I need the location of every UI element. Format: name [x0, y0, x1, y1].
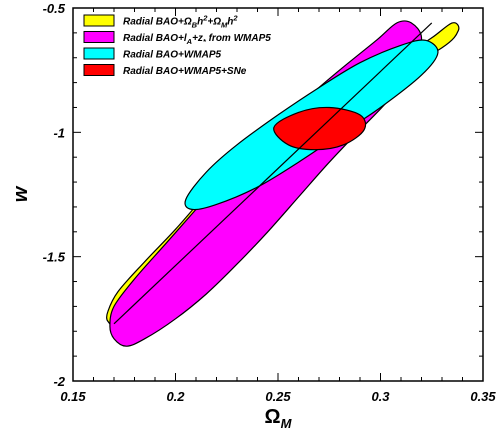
- y-axis-label: w: [10, 185, 32, 202]
- diagonal-line-layer: [113, 22, 433, 325]
- x-axis-label: ΩM: [265, 406, 293, 431]
- y-tick-label: -1: [53, 125, 65, 140]
- legend: Radial BAO+ΩB​h2​+ΩM​h2​ Radial BAO+lA​+z…: [83, 14, 271, 77]
- x-tick-label: 0.35: [470, 389, 496, 404]
- legend-swatch: [83, 64, 115, 76]
- x-tick-label: 0.3: [371, 389, 390, 404]
- axis-ticks: [72, 7, 484, 382]
- legend-entry-label: Radial BAO+ΩB​h2​+ΩM​h2​: [123, 14, 238, 30]
- legend-swatch: [83, 14, 115, 27]
- tick-labels: 0.15 0.2 0.25 0.3 0.35 -2 -1.5 -1 -0.5: [43, 1, 497, 404]
- legend-entry-label: Radial BAO+WMAP5: [123, 50, 222, 61]
- x-axis-label-symbol: Ω: [265, 406, 281, 428]
- legend-swatch: [83, 47, 115, 60]
- legend-entry-label: Radial BAO+lA​+z*​ from WMAP5: [123, 33, 271, 46]
- y-tick-label: -0.5: [43, 1, 66, 16]
- x-tick-label: 0.2: [166, 389, 185, 404]
- diagonal-line: [113, 22, 433, 325]
- y-tick-label: -1.5: [43, 250, 66, 265]
- x-tick-label: 0.25: [265, 389, 291, 404]
- legend-entry-label: Radial BAO+WMAP5+SNe: [123, 66, 247, 77]
- y-tick-label: -2: [53, 374, 65, 389]
- legend-swatch: [83, 31, 115, 43]
- x-tick-label: 0.15: [60, 389, 86, 404]
- x-axis-label-subscript: M: [281, 416, 293, 431]
